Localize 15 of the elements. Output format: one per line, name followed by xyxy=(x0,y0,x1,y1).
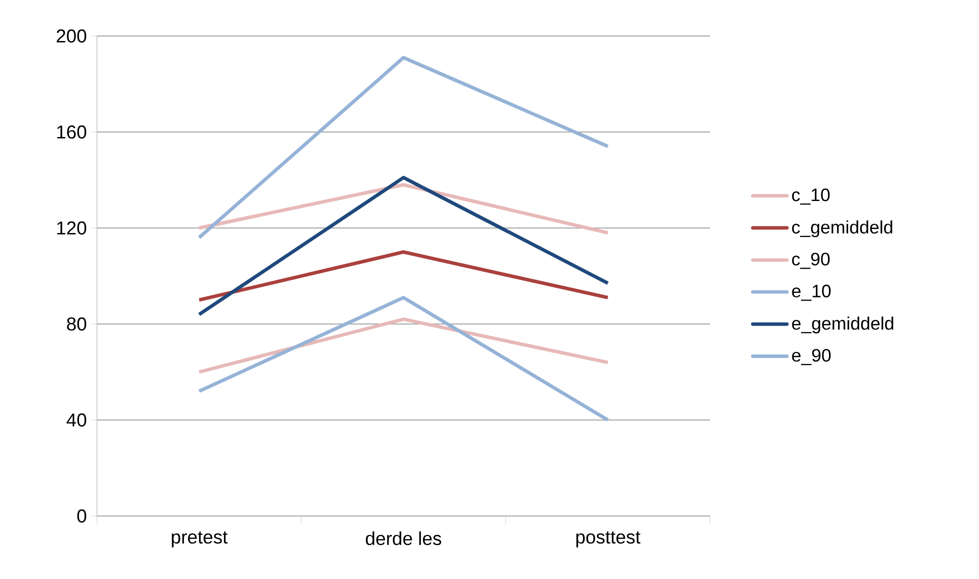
y-tick-label: 160 xyxy=(57,125,86,139)
x-tick-label: derde les xyxy=(366,531,442,546)
x-tick-label: pretest xyxy=(172,531,228,548)
y-tick-label: 40 xyxy=(66,413,86,427)
legend-label: e_90 xyxy=(792,348,831,366)
legend-label: c_10 xyxy=(792,188,830,205)
y-tick-label: 120 xyxy=(57,221,86,235)
legend-label: c_90 xyxy=(792,252,830,269)
x-tick-label: posttest xyxy=(576,531,640,548)
y-tick-label: 80 xyxy=(67,317,86,331)
y-tick-label: 0 xyxy=(77,509,86,523)
legend-label: e_gemiddeld xyxy=(792,316,894,334)
y-tick-label: 200 xyxy=(56,29,86,43)
legend-label: e_10 xyxy=(792,284,831,301)
legend-label: c_gemiddeld xyxy=(792,220,892,238)
